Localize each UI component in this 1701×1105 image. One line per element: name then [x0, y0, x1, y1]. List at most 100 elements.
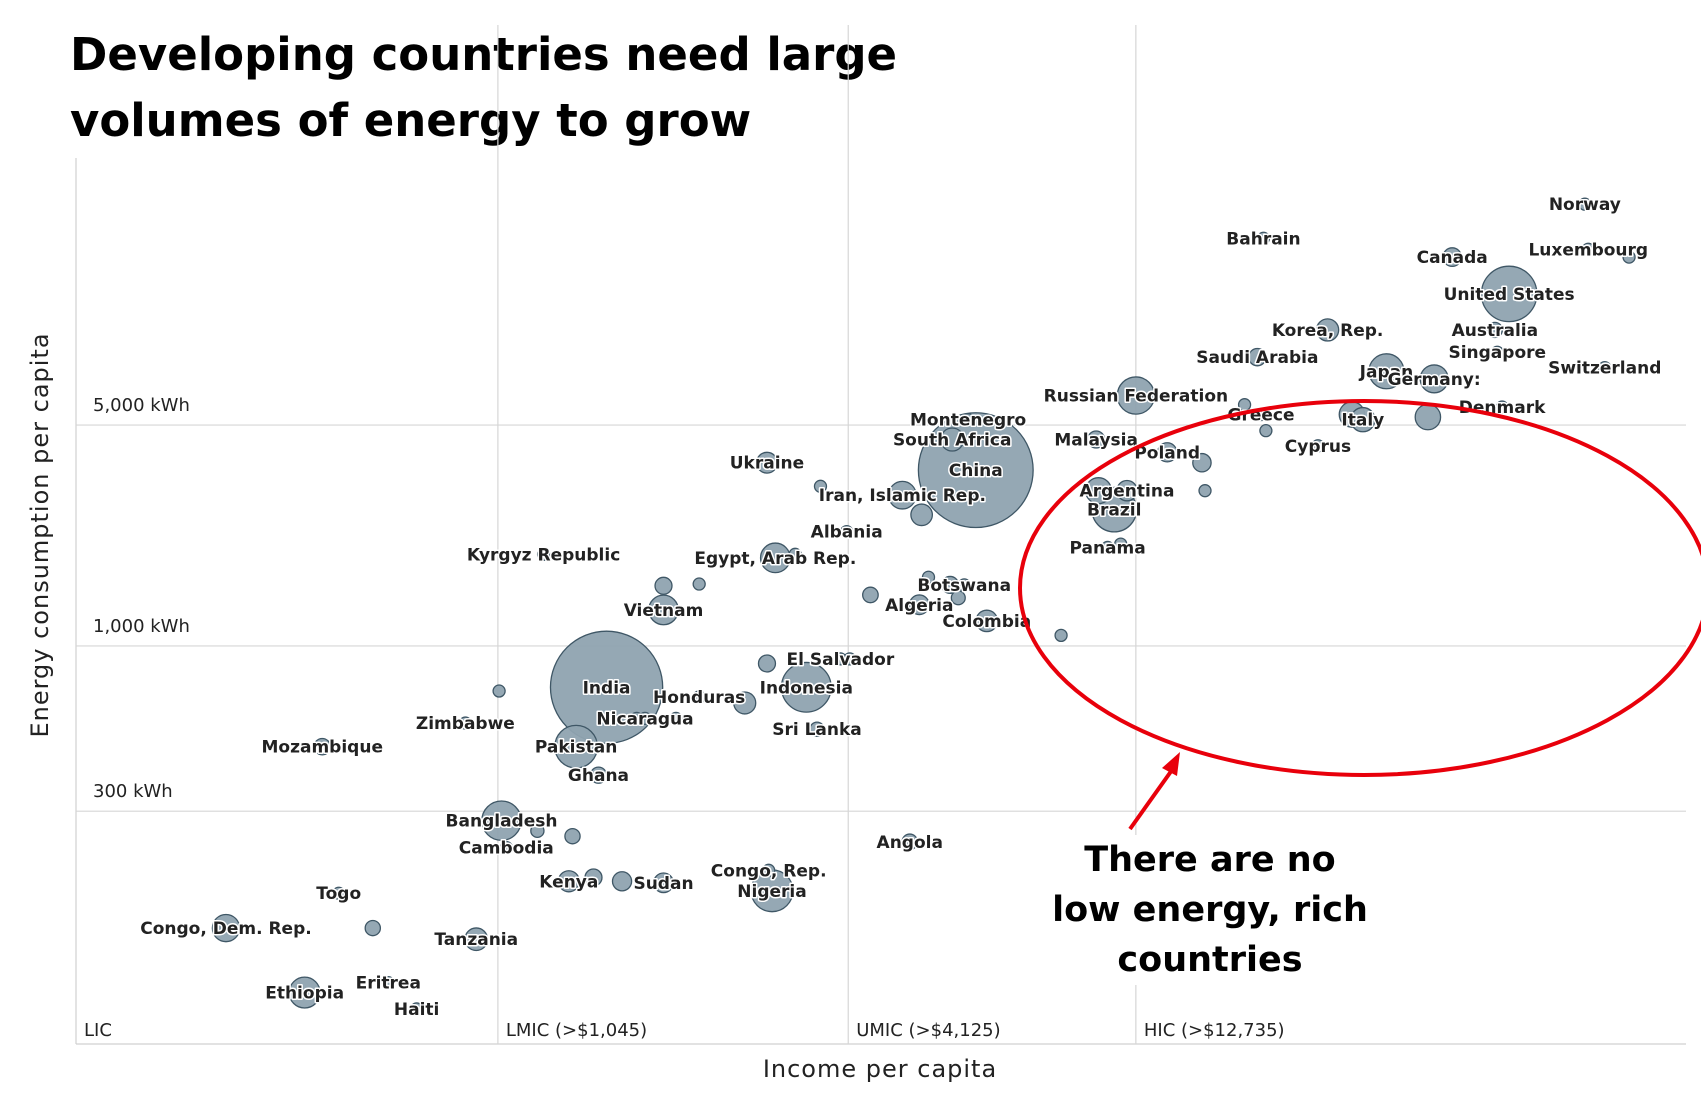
bubble-south-africa — [940, 427, 965, 452]
bubble-unlabeled — [843, 652, 857, 666]
point-label-honduras: Honduras — [653, 688, 745, 708]
point-label-ethiopia: Ethiopia — [265, 984, 344, 1004]
point-label-mozambique: Mozambique — [262, 738, 383, 758]
bubble-unlabeled — [921, 570, 936, 584]
bubble-unlabeled — [654, 576, 673, 595]
point-label-tanzania: Tanzania — [434, 930, 518, 950]
point-label-saudi-arabia: Saudi Arabia — [1196, 348, 1318, 368]
bubble-australia — [1486, 321, 1504, 339]
bubble-unlabeled — [1414, 403, 1442, 431]
bubble-unlabeled — [757, 654, 777, 673]
bubble-montenegro — [961, 413, 975, 427]
point-label-egypt-arab-rep: Egypt, Arab Rep. — [694, 549, 856, 569]
bubble-unlabeled — [611, 871, 633, 892]
point-label-india: India — [583, 678, 631, 698]
bubble-indonesia — [780, 661, 832, 713]
point-label-china: China — [949, 461, 1003, 481]
bubble-norway — [1578, 197, 1592, 211]
y-tick-label: 5,000 kWh — [93, 395, 190, 416]
band-label-umic-4-125: UMIC (>$4,125) — [856, 1020, 1000, 1041]
bubble-ukraine — [755, 451, 779, 474]
point-label-switzerland: Switzerland — [1548, 359, 1661, 379]
point-label-angola: Angola — [877, 833, 943, 853]
point-label-russian-federation: Russian Federation — [1044, 387, 1229, 407]
bubble-ghana — [589, 766, 608, 784]
point-label-singapore: Singapore — [1448, 343, 1546, 363]
bubble-nicaragua — [638, 711, 652, 726]
bubble-luxembourg — [1581, 242, 1595, 256]
bubble-bangladesh — [481, 800, 522, 841]
point-label-germany: Germany: — [1388, 370, 1481, 390]
bubble-cyprus — [1311, 439, 1325, 453]
bubble-panama — [1100, 540, 1115, 555]
bubble-kyrgyz-republic — [536, 547, 551, 561]
bubble-unlabeled — [564, 827, 581, 845]
point-label-botswana: Botswana — [917, 576, 1011, 596]
point-label-togo: Togo — [316, 884, 361, 904]
point-label-united-states: United States — [1444, 285, 1575, 305]
point-label-argentina: Argentina — [1080, 482, 1175, 502]
point-label-kenya: Kenya — [539, 872, 598, 892]
point-label-eritrea: Eritrea — [356, 974, 421, 994]
bubble-angola — [901, 833, 919, 851]
x-axis-title: Income per capita — [763, 1055, 997, 1083]
point-label-congo-dem-rep: Congo, Dem. Rep. — [140, 919, 311, 939]
bubble-unlabeled — [1622, 250, 1636, 264]
bubble-unlabeled — [1192, 452, 1212, 473]
bubble-sri-lanka — [809, 721, 825, 737]
bubble-pakistan — [554, 724, 599, 769]
point-labels: Norway Bahrain Luxembourg Canada United Stat… — [139, 194, 1663, 1022]
bubble-ethiopia — [288, 976, 321, 1009]
bubble-congo-dem-rep — [211, 913, 241, 943]
bubble-cambodia — [499, 840, 514, 855]
point-label-zimbabwe: Zimbabwe — [416, 714, 515, 734]
bubble-denmark — [1495, 400, 1509, 414]
bubble-unlabeled — [910, 503, 934, 527]
bubble-united-states — [1480, 265, 1538, 323]
bubble-canada — [1442, 247, 1463, 268]
annotation-arrow-head — [1162, 752, 1180, 776]
bubble-algeria — [908, 594, 930, 616]
bubble-unlabeled — [1114, 537, 1128, 551]
bubble-italy — [1350, 406, 1376, 433]
point-label-italy: Italy — [1341, 411, 1384, 431]
point-label-colombia: Colombia — [942, 612, 1031, 632]
annotation-text: There are no low energy, rich countries — [960, 835, 1460, 985]
bubble-malaysia — [1087, 430, 1106, 449]
point-label-sudan: Sudan — [633, 874, 693, 894]
bubble-eritrea — [381, 976, 395, 990]
point-label-canada: Canada — [1417, 248, 1488, 268]
y-tick-label: 1,000 kWh — [93, 616, 190, 637]
bubble-russian-federation — [1116, 376, 1156, 415]
bubble-zimbabwe — [458, 716, 473, 730]
point-label-panama: Panama — [1069, 538, 1145, 558]
bubble-vietnam — [648, 594, 679, 626]
bubble-unlabeled — [1054, 628, 1068, 643]
point-label-ghana: Ghana — [568, 766, 629, 786]
point-label-greece: Greece — [1228, 405, 1295, 425]
bubble-unlabeled — [950, 590, 966, 606]
band-label-lmic-1-045: LMIC (>$1,045) — [506, 1020, 647, 1041]
annotation-line-2: low energy, rich countries — [1052, 890, 1368, 980]
point-label-haiti: Haiti — [394, 1000, 439, 1020]
bubble-haiti — [409, 1002, 424, 1016]
annotation-arrow — [1128, 768, 1174, 831]
point-label-kyrgyz-republic: Kyrgyz Republic — [467, 545, 620, 565]
bubble-albania — [840, 524, 854, 539]
bubble-unlabeled — [1259, 424, 1273, 438]
point-label-luxembourg: Luxembourg — [1528, 240, 1648, 260]
point-label-malaysia: Malaysia — [1054, 431, 1138, 451]
bubble-switzerland — [1598, 360, 1612, 375]
point-label-cambodia: Cambodia — [459, 839, 554, 859]
point-label-bahrain: Bahrain — [1226, 229, 1300, 249]
bubble-unlabeled — [530, 823, 545, 839]
point-label-japan: Japan — [1359, 362, 1414, 382]
bubble-unlabeled — [862, 586, 879, 604]
bubble-korea-rep — [1315, 318, 1340, 342]
bubble-unlabeled — [1198, 484, 1212, 498]
bubble-bahrain — [1256, 231, 1271, 245]
bubble-germany — [1419, 364, 1449, 394]
bubble-iran-islamic-rep — [887, 480, 917, 510]
bubble-colombia — [975, 609, 999, 633]
